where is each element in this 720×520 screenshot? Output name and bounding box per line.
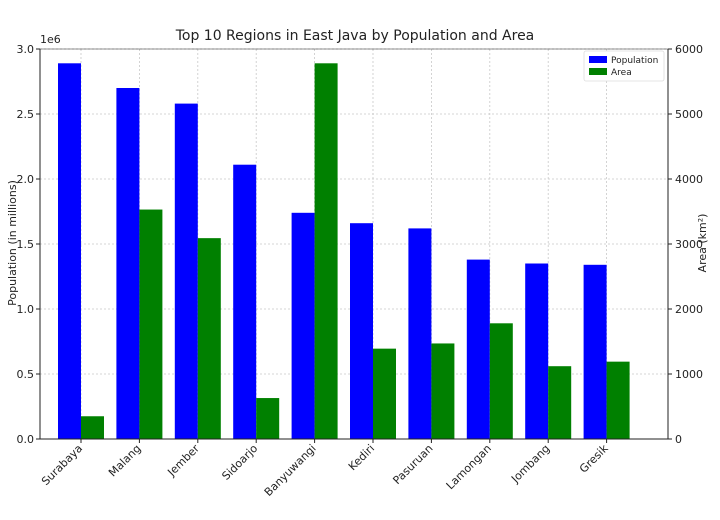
y-left-tick-label: 1.5: [17, 238, 35, 251]
bar-area: [431, 343, 455, 439]
y-right-tick-label: 4000: [675, 173, 703, 186]
y-right-tick-label: 2000: [675, 303, 703, 316]
y-right-tick-label: 0: [675, 433, 682, 446]
bar-population: [350, 223, 373, 439]
y-left-tick-label: 2.5: [17, 108, 35, 121]
legend-label-population: Population: [611, 56, 658, 66]
y-left-offset-label: 1e6: [40, 33, 61, 46]
bar-area: [197, 238, 221, 439]
legend: Population Area: [583, 50, 665, 82]
bar-population: [174, 103, 198, 439]
bar-area: [489, 323, 513, 439]
bar-population: [583, 264, 607, 439]
bars: [58, 63, 630, 440]
axes: [36, 48, 672, 443]
bar-population: [408, 228, 432, 439]
bar-area: [256, 398, 280, 439]
chart-title: Top 10 Regions in East Java by Populatio…: [175, 28, 535, 44]
y-left-tick-label: 0.5: [17, 368, 35, 381]
y-right-axis-label: Area (km²): [696, 214, 709, 273]
bar-population: [525, 263, 549, 439]
legend-label-area: Area: [611, 68, 632, 78]
bar-population: [466, 259, 490, 439]
y-right-tick-label: 5000: [675, 108, 703, 121]
bar-population: [116, 88, 140, 439]
y-left-axis-label: Population (in millions): [6, 180, 19, 306]
bar-area: [548, 366, 572, 439]
bar-area: [81, 416, 104, 439]
bar-population: [233, 164, 257, 439]
y-left-tick-label: 0.0: [17, 433, 35, 446]
bar-population: [291, 212, 315, 439]
y-right-tick-label: 1000: [675, 368, 703, 381]
y-right-tick-label: 6000: [675, 43, 703, 56]
y-right-tick-label: 3000: [675, 238, 703, 251]
legend-swatch-area: [589, 68, 607, 75]
y-left-tick-label: 1.0: [17, 303, 35, 316]
legend-swatch-population: [589, 56, 607, 63]
bar-area: [606, 361, 630, 439]
bar-area: [373, 348, 396, 439]
bar-area: [139, 209, 163, 439]
bar-population: [58, 63, 81, 440]
bar-area: [314, 63, 338, 440]
y-left-tick-label: 2.0: [17, 173, 35, 186]
y-left-tick-label: 3.0: [17, 43, 35, 56]
